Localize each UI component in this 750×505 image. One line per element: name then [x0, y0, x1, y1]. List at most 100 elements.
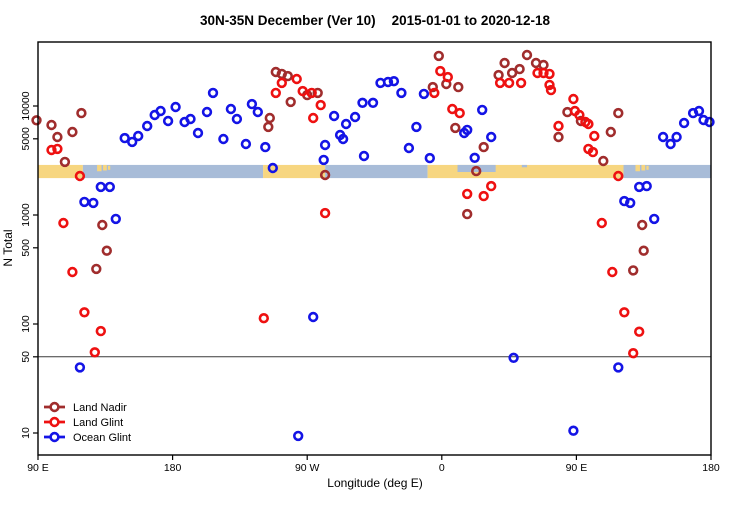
- series-land-nadir: [31, 49, 649, 276]
- ocean-glint-point: [388, 75, 400, 87]
- ocean-glint-point: [704, 116, 715, 128]
- ocean-glint-point: [508, 352, 519, 363]
- x-tick-label: 90 W: [295, 462, 320, 474]
- land-nadir-point: [97, 219, 108, 231]
- ocean-glint-point: [411, 121, 422, 133]
- land-nadir-point: [76, 107, 87, 119]
- land-glint-point: [503, 77, 515, 89]
- land-nadir-point: [613, 107, 624, 119]
- y-tick-label: 10: [20, 427, 32, 439]
- ocean-glint-point: [648, 213, 660, 225]
- land-glint-point: [297, 85, 308, 97]
- land-glint-point: [544, 68, 555, 80]
- ocean-glint-point: [318, 154, 329, 166]
- land-nadir-point: [471, 165, 482, 177]
- land-glint-point: [447, 103, 458, 115]
- land-glint-point: [619, 307, 630, 318]
- ocean-glint-point: [74, 362, 86, 373]
- land-nadir-point: [264, 112, 275, 124]
- land-nadir-point: [499, 57, 510, 69]
- land-nadir-point: [638, 245, 649, 256]
- land-nadir-point: [91, 263, 102, 275]
- land-glint-point: [315, 99, 326, 111]
- land-nadir-point: [59, 156, 71, 168]
- series-land-glint: [46, 65, 645, 359]
- ocean-glint-point: [95, 181, 107, 193]
- land-glint-point: [95, 325, 107, 337]
- land-nadir-point: [31, 115, 42, 126]
- strip-land-segment: [38, 164, 83, 179]
- ocean-glint-point: [469, 152, 480, 164]
- land-glint-point: [258, 313, 269, 324]
- strip-land-segment: [263, 164, 326, 179]
- ocean-glint-point: [477, 104, 488, 116]
- ocean-glint-point: [246, 98, 258, 110]
- land-glint-point: [613, 170, 624, 182]
- x-axis-label: Longitude (deg E): [327, 476, 422, 490]
- chart-title-range-part2: 2015-01-01 to 2020-12-18: [392, 13, 551, 28]
- y-tick-label: 10000: [20, 91, 32, 120]
- land-glint-point: [607, 266, 618, 278]
- land-nadir-point: [627, 265, 639, 276]
- land-glint-point: [545, 84, 557, 96]
- x-tick-label: 180: [702, 462, 720, 474]
- land-nadir-point: [605, 126, 616, 138]
- land-glint-point: [454, 107, 465, 119]
- land-glint-point: [308, 112, 319, 124]
- ocean-glint-point: [319, 139, 331, 151]
- legend-marker-ocean-glint: [49, 431, 60, 443]
- ocean-glint-point: [357, 97, 368, 109]
- x-axis-ticks: 90 E 180 90 W 0 90 E 180: [27, 455, 720, 474]
- y-tick-label: 100: [20, 315, 32, 333]
- x-tick-label: 0: [439, 462, 445, 474]
- land-nadir-point: [52, 131, 63, 143]
- strip-land-feature: [641, 164, 646, 171]
- land-nadir-point: [553, 131, 564, 143]
- legend: Land Nadir Land Glint Ocean Glint: [44, 401, 131, 444]
- series-ocean-glint: [74, 75, 715, 442]
- land-glint-point: [574, 109, 585, 121]
- ocean-glint-point: [403, 142, 415, 154]
- land-glint-point: [306, 87, 317, 99]
- ocean-glint-point: [665, 138, 676, 150]
- ocean-glint-point: [104, 181, 116, 193]
- ocean-glint-point: [110, 213, 122, 225]
- ocean-glint-point: [657, 131, 669, 143]
- land-nadir-point: [263, 121, 274, 133]
- land-glint-point: [46, 144, 57, 156]
- ocean-glint-point: [671, 131, 682, 143]
- ocean-glint-point: [155, 105, 166, 117]
- ocean-glint-point: [367, 97, 379, 109]
- land-ocean-strip: [38, 164, 711, 179]
- land-glint-point: [583, 118, 594, 130]
- land-glint-point: [89, 347, 101, 358]
- land-glint-point: [633, 326, 645, 337]
- ocean-glint-point: [340, 118, 352, 130]
- ocean-glint-point: [133, 130, 144, 142]
- ocean-glint-point: [192, 127, 204, 139]
- ocean-glint-point: [293, 430, 304, 442]
- ocean-glint-point: [418, 88, 430, 100]
- ocean-glint-point: [462, 124, 473, 136]
- y-tick-label: 5000: [20, 127, 32, 151]
- land-glint-point: [74, 170, 86, 182]
- land-nadir-point: [462, 208, 473, 220]
- land-glint-point: [58, 217, 69, 229]
- land-glint-point: [270, 87, 281, 99]
- land-nadir-point: [427, 81, 438, 93]
- strip-land-feature: [635, 164, 640, 172]
- land-nadir-point: [598, 155, 609, 167]
- land-nadir-point: [101, 245, 113, 256]
- strip-ocean-feature: [521, 164, 528, 168]
- ocean-glint-point: [218, 133, 229, 145]
- land-glint-point: [478, 190, 489, 202]
- ocean-glint-point: [568, 425, 579, 436]
- strip-land-feature: [97, 164, 102, 172]
- land-glint-point: [538, 67, 549, 79]
- ocean-glint-point: [170, 101, 181, 113]
- land-glint-point: [435, 65, 446, 77]
- strip-ocean-segment: [623, 164, 711, 179]
- strip-land-feature: [646, 165, 649, 170]
